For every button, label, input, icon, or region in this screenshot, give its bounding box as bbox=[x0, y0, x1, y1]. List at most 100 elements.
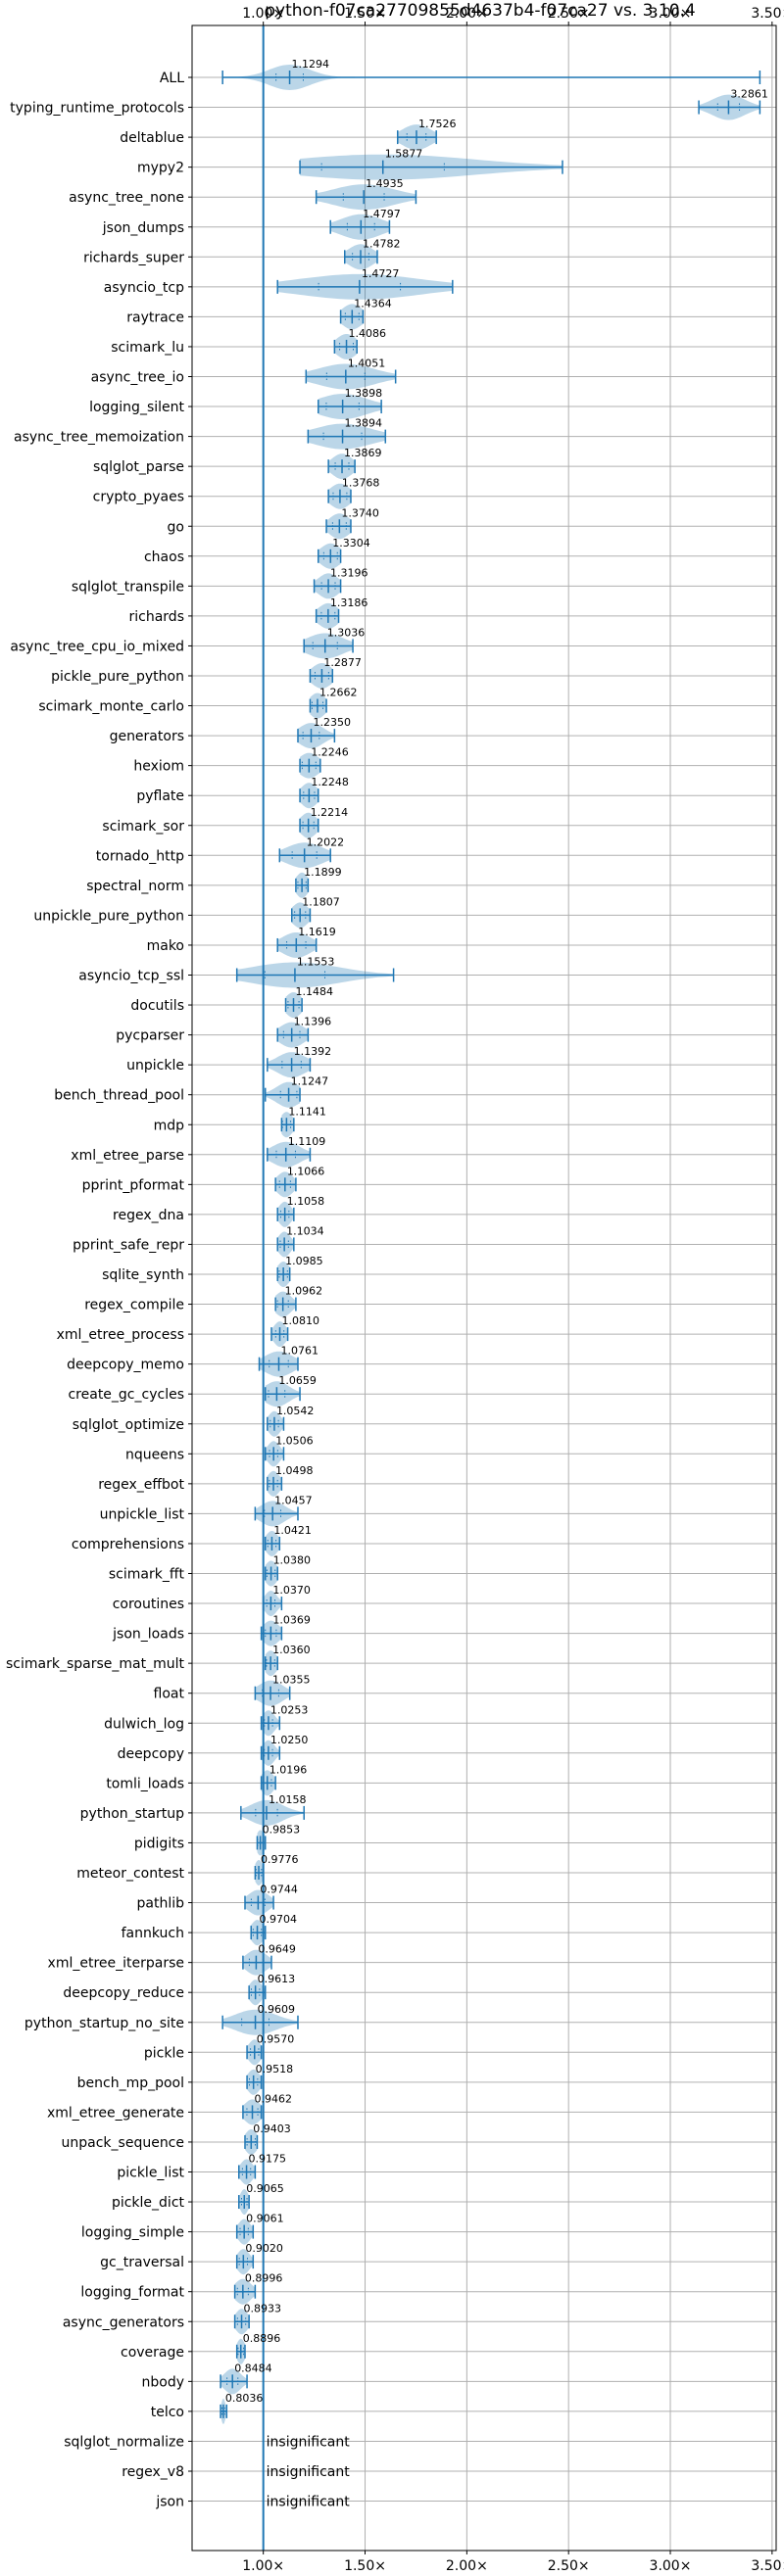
category-label: tomli_loads bbox=[106, 1776, 184, 1791]
category-label: regex_v8 bbox=[122, 2464, 184, 2480]
value-label: 0.9609 bbox=[258, 2003, 296, 2016]
violin-logging_silent bbox=[318, 394, 382, 419]
value-label: 1.1619 bbox=[298, 926, 336, 938]
category-label: deepcopy_reduce bbox=[63, 1985, 184, 2001]
category-label: async_tree_memoization bbox=[14, 430, 184, 446]
violin-unpickle_list bbox=[254, 1501, 299, 1527]
violin-pyflate bbox=[299, 783, 319, 809]
violin-pycparser bbox=[276, 1022, 310, 1048]
category-label: unpickle_list bbox=[100, 1506, 185, 1522]
category-label: json_loads bbox=[112, 1627, 184, 1643]
chart-title: python-f07ca27709855d4637b4-f07ca27 vs. … bbox=[265, 1, 696, 21]
violin-gc_traversal bbox=[235, 2249, 255, 2275]
value-label: 1.3196 bbox=[330, 566, 368, 579]
x-tick-label: 1.00× bbox=[242, 6, 284, 22]
violin-generators bbox=[297, 723, 336, 749]
value-label: 1.2662 bbox=[319, 687, 358, 699]
violin-xml_etree_iterparse bbox=[242, 1949, 272, 1976]
violin-chaos bbox=[318, 543, 342, 569]
category-label: async_tree_cpu_io_mixed bbox=[10, 639, 184, 654]
value-label: 1.2022 bbox=[307, 835, 345, 848]
value-label: 1.1392 bbox=[294, 1045, 332, 1058]
value-label: 1.3894 bbox=[345, 417, 383, 430]
category-label: tornado_http bbox=[96, 848, 184, 864]
value-label: 0.9853 bbox=[263, 1823, 301, 1836]
value-label: 0.9744 bbox=[260, 1884, 298, 1896]
category-label: deltablue bbox=[120, 130, 184, 146]
value-label: 0.9061 bbox=[246, 2213, 284, 2225]
category-label: generators bbox=[110, 729, 184, 744]
value-label: 0.9613 bbox=[258, 1973, 296, 1985]
category-label: go bbox=[168, 519, 184, 535]
insignificant-label: insignificant bbox=[267, 2464, 351, 2480]
value-label: 1.2877 bbox=[323, 656, 362, 669]
value-label: 1.1109 bbox=[288, 1135, 326, 1148]
category-label: logging_simple bbox=[81, 2225, 184, 2241]
violin-pprint_pformat bbox=[274, 1171, 297, 1198]
value-label: 0.8036 bbox=[225, 2392, 263, 2405]
x-tick-label: 1.50× bbox=[344, 2558, 386, 2574]
category-label: crypto_pyaes bbox=[93, 490, 184, 505]
category-label: gc_traversal bbox=[100, 2255, 184, 2270]
violin-async_tree_memoization bbox=[307, 423, 387, 450]
violin-async_tree_cpu_io_mixed bbox=[303, 633, 354, 659]
violin-async_generators bbox=[233, 2309, 250, 2335]
violin-mako bbox=[276, 932, 318, 958]
violin-nbody bbox=[220, 2368, 248, 2395]
value-label: 1.4051 bbox=[348, 358, 386, 370]
category-label: asyncio_tcp_ssl bbox=[78, 969, 184, 984]
value-label: 1.0250 bbox=[270, 1734, 309, 1746]
value-label: 1.0369 bbox=[272, 1614, 311, 1627]
violin-regex_effbot bbox=[267, 1470, 283, 1497]
value-label: 1.1484 bbox=[296, 985, 334, 998]
value-label: 1.1396 bbox=[294, 1016, 332, 1028]
category-label: sqlglot_normalize bbox=[64, 2434, 184, 2450]
category-label: async_generators bbox=[63, 2314, 184, 2330]
violin-comprehensions bbox=[265, 1531, 281, 1556]
category-label: ALL bbox=[160, 71, 184, 86]
value-label: 0.8484 bbox=[234, 2361, 272, 2374]
violin-async_tree_none bbox=[315, 184, 417, 211]
violin-go bbox=[325, 513, 352, 540]
violin-ALL bbox=[221, 65, 761, 90]
category-label: regex_compile bbox=[84, 1298, 184, 1313]
category-label: unpickle_pure_python bbox=[33, 908, 184, 924]
value-label: 0.9570 bbox=[257, 2032, 295, 2045]
category-label: python_startup bbox=[80, 1806, 184, 1822]
value-label: 1.0810 bbox=[282, 1314, 320, 1327]
violin-spectral_norm bbox=[295, 872, 310, 898]
category-label: json_dumps bbox=[102, 220, 184, 236]
violin-pickle_list bbox=[238, 2159, 257, 2185]
category-label: logging_silent bbox=[89, 400, 184, 415]
category-label: sqlglot_optimize bbox=[73, 1417, 184, 1433]
category-label: sqlglot_parse bbox=[93, 459, 184, 475]
value-label: 1.0457 bbox=[274, 1494, 313, 1506]
category-label: meteor_contest bbox=[76, 1866, 184, 1882]
category-label: richards bbox=[129, 609, 185, 625]
insignificant-label: insignificant bbox=[267, 2495, 351, 2510]
category-label: pathlib bbox=[137, 1896, 185, 1912]
category-label: xml_etree_parse bbox=[71, 1148, 184, 1164]
value-label: 1.0196 bbox=[270, 1763, 308, 1776]
category-label: mdp bbox=[154, 1118, 185, 1133]
violin-deepcopy_memo bbox=[258, 1351, 299, 1377]
x-tick-label: 2.50× bbox=[548, 6, 590, 22]
violin-unpickle_pure_python bbox=[291, 902, 312, 929]
value-label: 1.1247 bbox=[291, 1075, 329, 1088]
value-label: 0.9518 bbox=[256, 2063, 294, 2075]
category-label: json bbox=[155, 2495, 184, 2510]
category-label: comprehensions bbox=[72, 1537, 184, 1552]
violin-docutils bbox=[284, 992, 303, 1018]
category-label: sqlite_synth bbox=[102, 1267, 184, 1283]
value-label: 1.2214 bbox=[311, 806, 349, 819]
category-label: pickle_dict bbox=[112, 2195, 185, 2211]
value-label: 0.9065 bbox=[246, 2182, 284, 2195]
violin-mypy2 bbox=[299, 154, 564, 180]
violin-bench_mp_pool bbox=[246, 2069, 263, 2095]
category-label: pprint_pformat bbox=[82, 1177, 185, 1193]
value-label: 1.0370 bbox=[272, 1584, 311, 1597]
violin-deltablue bbox=[396, 124, 437, 151]
category-label: pickle_pure_python bbox=[51, 669, 184, 685]
violin-unpack_sequence bbox=[244, 2129, 259, 2155]
violin-meteor_contest bbox=[254, 1860, 265, 1885]
